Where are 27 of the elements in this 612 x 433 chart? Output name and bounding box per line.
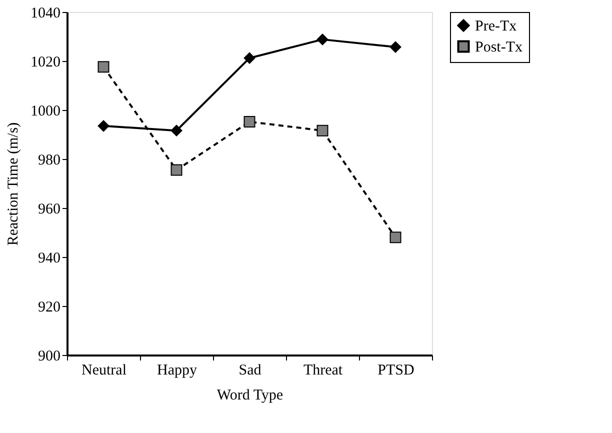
point [244, 116, 256, 128]
y-tick-label: 940 [38, 250, 60, 266]
legend-label: Post-Tx [475, 40, 524, 56]
y-tick-label: 920 [38, 300, 60, 316]
x-tick-label: Sad [238, 362, 262, 378]
point [98, 120, 110, 132]
x-tick-label: Happy [157, 362, 198, 378]
x-axis-title: Word Type [216, 388, 284, 404]
y-tick-label: 1040 [30, 6, 60, 22]
point [316, 124, 328, 136]
x-tick-label: Threat [303, 362, 344, 378]
y-tick-label: 1020 [30, 54, 60, 70]
x-tick-label: Neutral [82, 362, 126, 378]
point [390, 232, 402, 244]
point [244, 52, 256, 64]
y-axis-title: Reaction Time (m/s) [6, 122, 22, 246]
legend-label: Pre-Tx [475, 18, 518, 34]
point [170, 124, 182, 136]
point [170, 164, 182, 176]
y-tick-label: 980 [38, 152, 60, 168]
y-tick-label: 900 [38, 348, 60, 364]
y-tick-label: 960 [38, 202, 60, 218]
point [390, 41, 402, 53]
x-tick-label: PTSD [378, 362, 415, 378]
y-tick-label: 1000 [30, 104, 60, 120]
point [98, 61, 110, 73]
point [316, 34, 328, 46]
